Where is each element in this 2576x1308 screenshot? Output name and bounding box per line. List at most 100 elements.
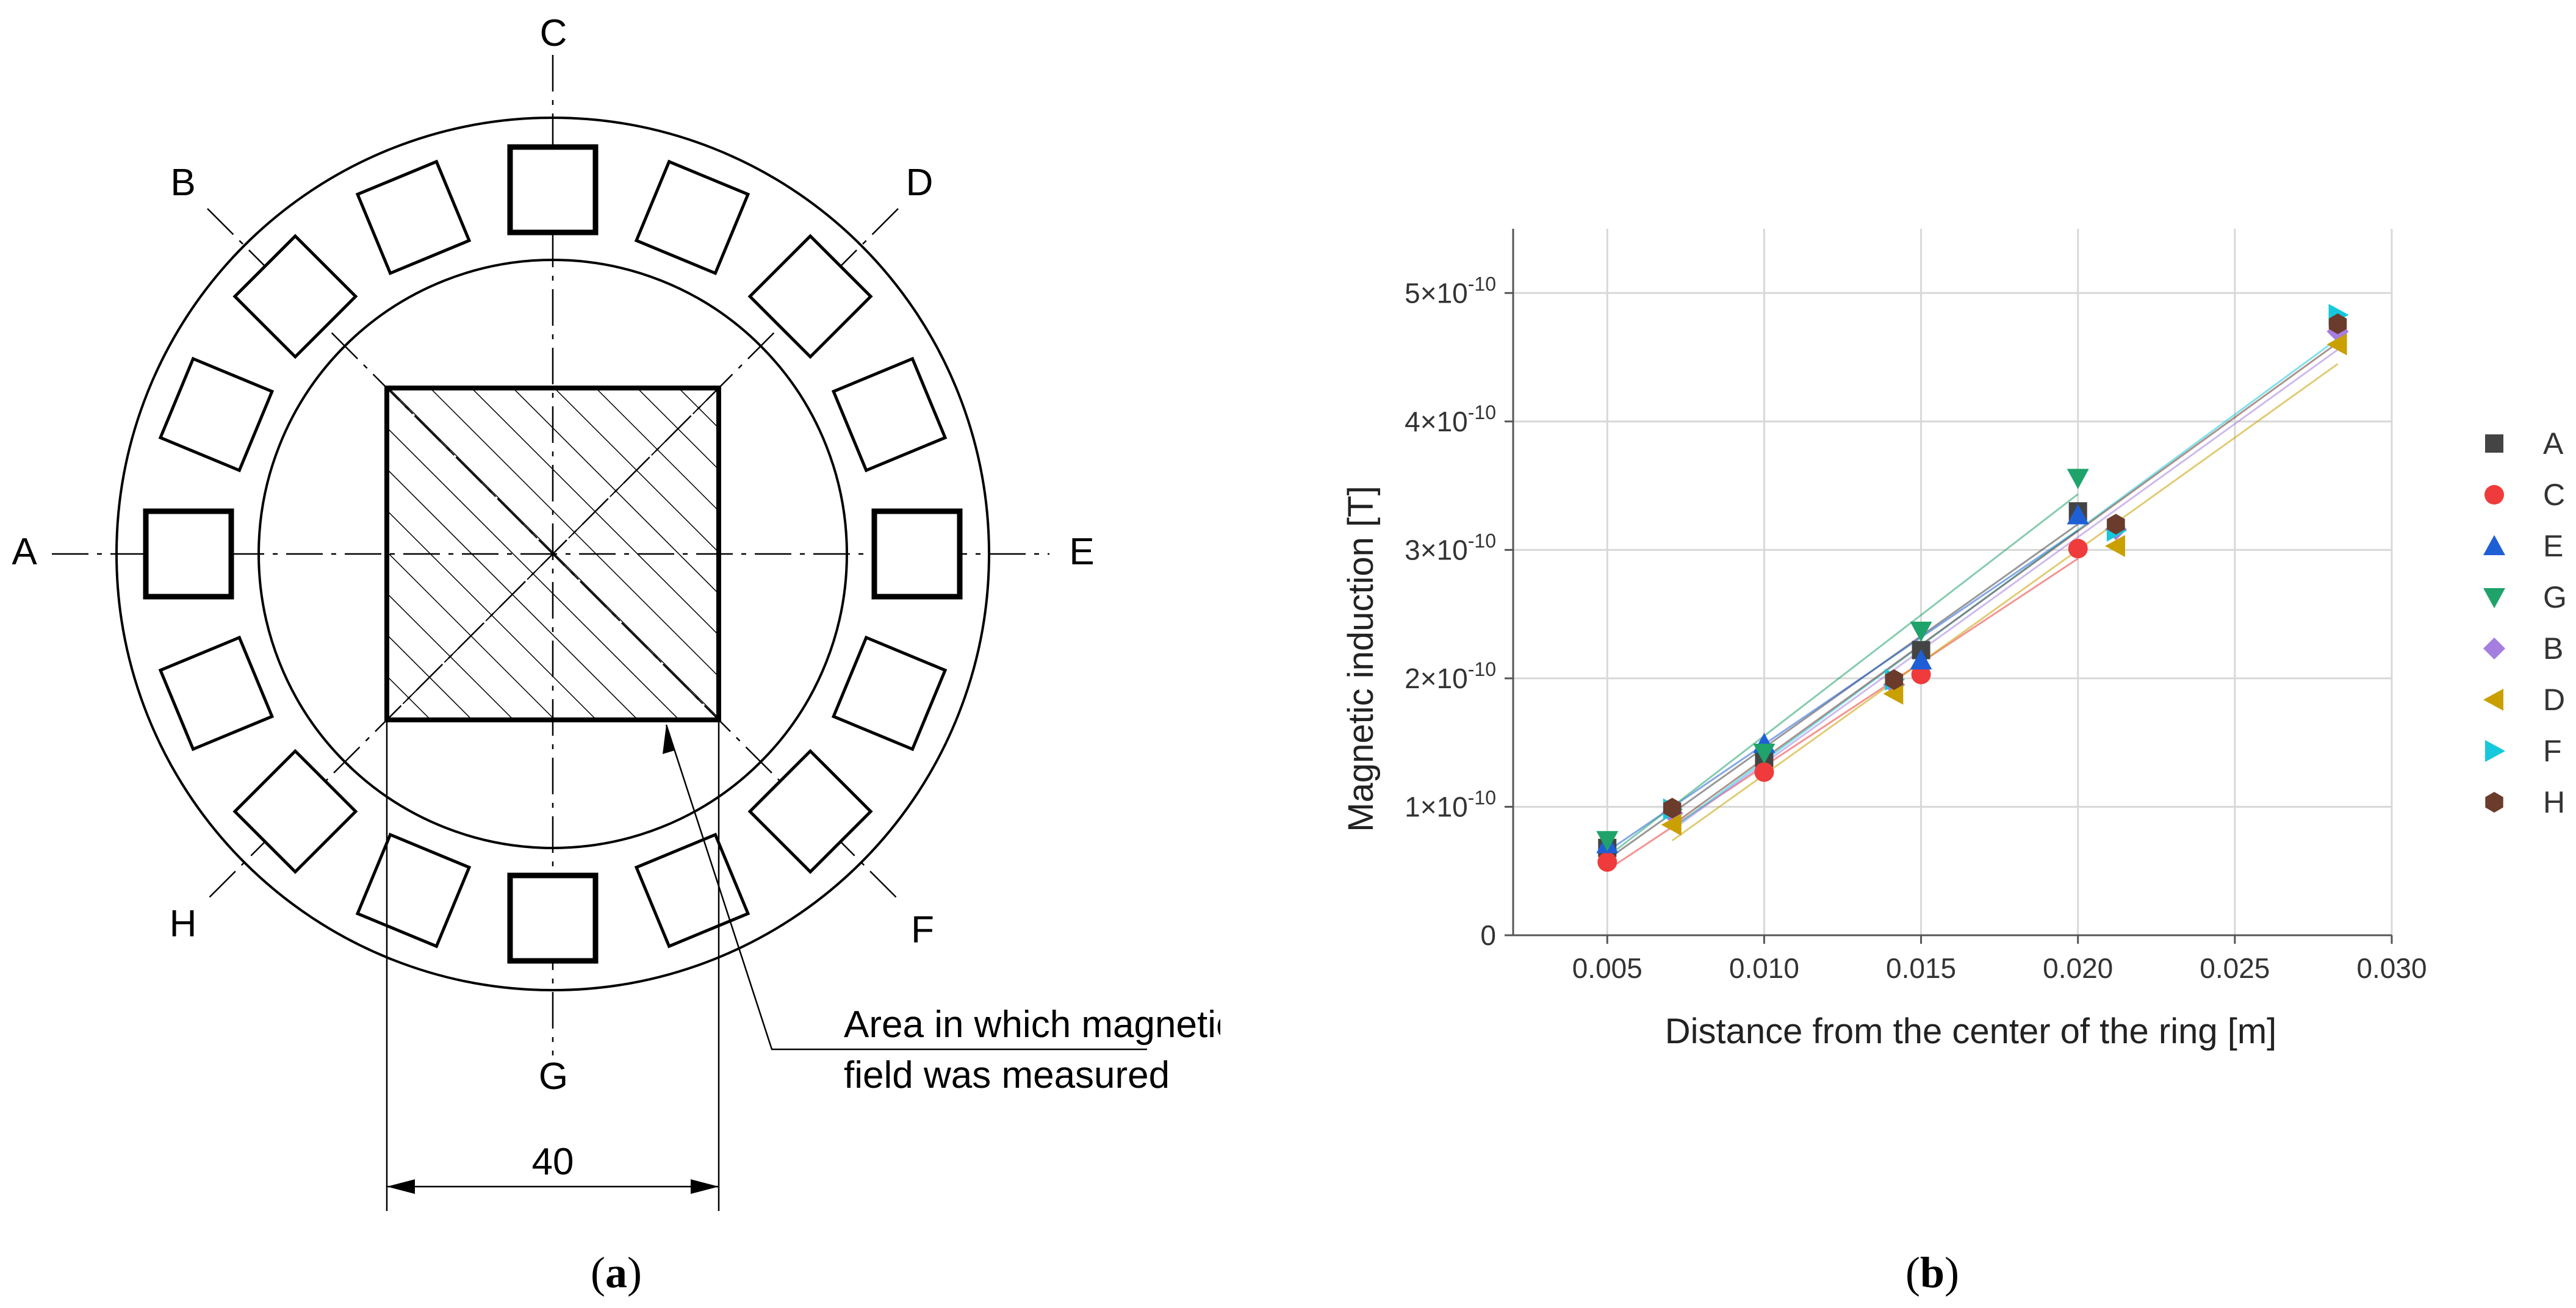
axis-label-g: G	[539, 1055, 568, 1098]
magnet-block	[507, 872, 599, 964]
data-point-e	[1910, 649, 1932, 670]
dimension-arrow-right	[691, 1179, 719, 1194]
legend-marker-d	[2483, 689, 2503, 711]
fit-line-h	[1671, 342, 2339, 826]
fit-line-e	[1606, 530, 2079, 852]
data-point-d	[2104, 535, 2125, 558]
legend-marker-e	[2483, 535, 2505, 555]
data-point-g	[2067, 469, 2089, 489]
data-point-h	[2328, 313, 2347, 334]
legend-marker-c	[2484, 485, 2504, 505]
magnetic-induction-chart: 0.005 0.010 0.015 0.020 0.025 0.030 0 1×10-10 2×…	[1341, 229, 2567, 1297]
y-tick-label: 2×10-10	[1405, 658, 1496, 694]
data-point-e	[2067, 504, 2089, 525]
data-point-g	[1596, 831, 1619, 852]
legend-label-d: D	[2543, 683, 2565, 717]
data-point-d	[1883, 683, 1904, 705]
area-diagonal-2	[386, 387, 719, 720]
data-point-c	[1911, 664, 1931, 685]
magnet-block	[634, 159, 750, 276]
x-tick-label: 0.030	[2356, 952, 2427, 984]
magnet-block	[232, 234, 358, 359]
chart-grid	[1513, 229, 2393, 936]
legend-marker-g	[2483, 588, 2505, 608]
fit-line-b	[1671, 348, 2339, 831]
data-point-c	[1754, 762, 1774, 782]
axis-label-h: H	[170, 903, 197, 945]
magnet-block	[507, 144, 599, 235]
legend-label-a: A	[2543, 426, 2564, 461]
y-tick-label: 3×10-10	[1405, 530, 1496, 566]
magnet-block	[158, 635, 275, 752]
x-tick-label: 0.015	[1886, 952, 1956, 984]
x-axis-label: Distance from the center of the ring [m]	[1665, 1012, 2277, 1051]
dimension-arrow-left	[387, 1179, 415, 1194]
magnet-block	[747, 749, 873, 874]
data-points	[1596, 304, 2349, 872]
fit-lines	[1606, 338, 2339, 871]
panel-b-caption: (b)	[1905, 1248, 1959, 1297]
legend-label-g: G	[2543, 580, 2567, 614]
y-tick-label: 5×10-10	[1405, 273, 1496, 309]
legend-marker-h	[2485, 792, 2503, 813]
ring-diagram: A B C D E F G H 40 Area in which magneti…	[12, 12, 1235, 1297]
axis-label-d: D	[906, 162, 934, 204]
axis-label-f: F	[911, 909, 934, 951]
ring-geometry	[52, 55, 1147, 1211]
x-tick-label: 0.020	[2043, 952, 2113, 984]
axis-label-a: A	[12, 531, 37, 573]
fit-line-g	[1606, 493, 2079, 858]
data-point-d	[1661, 813, 1682, 836]
legend-label-e: E	[2543, 529, 2563, 563]
x-tick-label: 0.010	[1729, 952, 1799, 984]
data-point-c	[2068, 539, 2088, 559]
axis-label-c: C	[540, 12, 567, 54]
y-axis-label: Magnetic induction [T]	[1341, 486, 1381, 832]
callout-line-1: Area in which magnetic	[844, 1004, 1220, 1046]
magnet-block	[158, 356, 275, 473]
callout-arrow	[663, 725, 675, 754]
legend-label-c: C	[2543, 478, 2565, 512]
legend-label-f: F	[2543, 734, 2562, 768]
legend-label-h: H	[2543, 785, 2565, 819]
outer-ring	[115, 117, 990, 991]
ring-diagram-panel: A B C D E F G H 40 Area in which magneti…	[0, 0, 1235, 1305]
magnet-block	[634, 832, 750, 949]
axis-label-b: B	[170, 162, 195, 204]
x-tick-label: 0.005	[1572, 952, 1642, 984]
legend-label-b: B	[2543, 631, 2563, 666]
legend-marker-f	[2485, 740, 2505, 762]
data-point-h	[2107, 514, 2125, 535]
magnet-block	[831, 635, 948, 752]
legend-marker-a	[2485, 434, 2503, 453]
x-tick-label: 0.025	[2200, 952, 2270, 984]
chart-panel: 0.005 0.010 0.015 0.020 0.025 0.030 0 1×10-10 2×…	[1251, 0, 2576, 1305]
magnet-block	[143, 508, 234, 600]
data-point-d	[2326, 333, 2347, 356]
data-point-c	[1597, 852, 1617, 872]
magnet-block	[831, 356, 948, 473]
callout-leader	[665, 724, 1147, 1051]
axis-labels: A B C D E F G H	[12, 12, 1094, 1098]
data-point-g	[1753, 744, 1775, 764]
y-tick-label: 4×10-10	[1405, 401, 1496, 437]
fit-line-d	[1671, 363, 2339, 842]
chart-axes	[1505, 229, 2393, 944]
magnet-block	[232, 749, 358, 874]
legend-marker-b	[2483, 638, 2505, 659]
dimension-value: 40	[532, 1141, 574, 1183]
data-point-g	[1910, 622, 1932, 642]
axis-label-e: E	[1069, 531, 1094, 573]
panel-a-caption: (a)	[591, 1248, 642, 1297]
magnet-block	[871, 508, 963, 600]
magnet-block	[747, 234, 873, 359]
tick-labels: 0.005 0.010 0.015 0.020 0.025 0.030 0 1×10-10 2×…	[1405, 273, 2427, 984]
magnet-block	[355, 832, 472, 949]
y-tick-label: 1×10-10	[1405, 786, 1496, 822]
callout-line-2: field was measured	[844, 1054, 1170, 1096]
magnet-block	[355, 159, 472, 276]
y-tick-label: 0	[1480, 919, 1496, 951]
inner-ring	[257, 259, 848, 849]
data-point-h	[1885, 669, 1904, 690]
